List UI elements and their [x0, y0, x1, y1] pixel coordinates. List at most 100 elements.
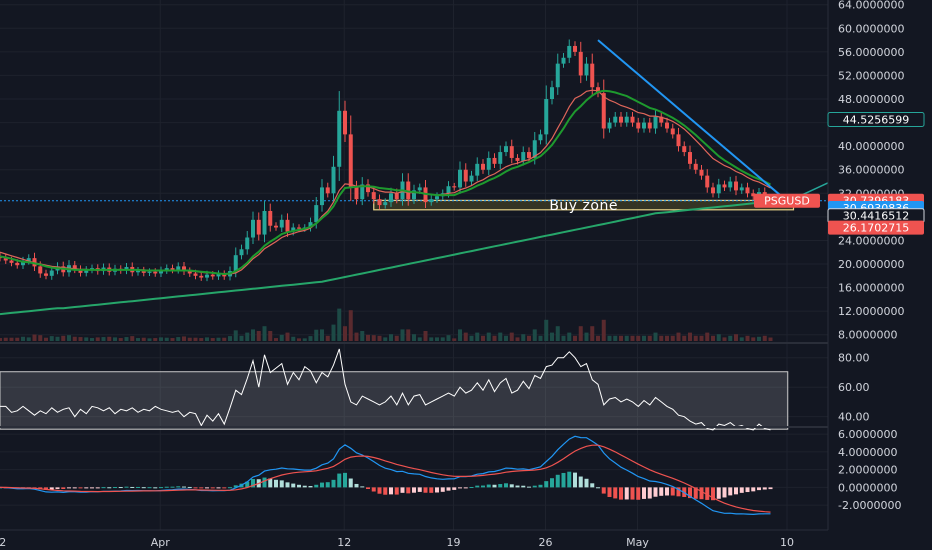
moving-average-short [0, 89, 771, 276]
candle-body [147, 271, 152, 273]
time-tick-label: 12 [337, 536, 351, 549]
histogram-bar [279, 480, 284, 488]
histogram-bar [481, 485, 485, 488]
price-tick-label: 56.0000000 [838, 46, 904, 59]
candle-body [711, 187, 715, 194]
volume-bar [521, 334, 526, 341]
price-tick-label: 60.0000000 [838, 22, 904, 35]
histogram-bar [728, 487, 733, 496]
histogram-bar [205, 487, 209, 489]
price-axis[interactable] [828, 0, 932, 530]
volume-bar [262, 326, 267, 341]
histogram-bar [136, 486, 140, 488]
volume-bar [481, 335, 485, 341]
histogram-bar [521, 485, 526, 488]
volume-bar [170, 338, 175, 341]
price-tag-label: 26.1702715 [843, 222, 909, 235]
candle-body [354, 187, 359, 200]
histogram-bar [492, 484, 497, 488]
candle-body [739, 187, 744, 191]
volume-bar [630, 335, 635, 341]
candle-body [601, 93, 606, 129]
candle-body [15, 262, 20, 266]
candle-body [590, 63, 595, 88]
volume-bar [573, 335, 577, 341]
histogram-bar [590, 483, 595, 488]
volume-bar [337, 308, 342, 341]
histogram-bar [193, 487, 198, 489]
histogram-bar [567, 471, 572, 488]
histogram-bar [268, 478, 273, 488]
candle-body [360, 184, 365, 200]
candle-body [170, 268, 175, 270]
candle-body [193, 273, 198, 276]
volume-bar [486, 332, 491, 341]
histogram-bar [216, 487, 221, 489]
candle-body [555, 63, 560, 88]
volume-bar [647, 335, 652, 341]
candle-body [251, 219, 255, 238]
histogram-bar [107, 487, 112, 489]
candle-body [653, 116, 658, 129]
volume-bar [670, 335, 675, 341]
price-tick-label: 16.0000000 [838, 282, 904, 295]
histogram-bar [302, 485, 307, 488]
histogram-bar [412, 487, 416, 493]
histogram-bar [95, 487, 100, 489]
candle-body [561, 57, 566, 64]
candle-body [291, 227, 296, 232]
candle-body [412, 190, 416, 200]
histogram-bar [463, 487, 468, 489]
histogram-bar [113, 487, 117, 489]
candle-body [722, 184, 727, 188]
candle-body [509, 146, 514, 158]
candle-body [394, 193, 399, 200]
histogram-bar [153, 487, 158, 489]
candle-body [279, 219, 284, 228]
candle-body [256, 219, 261, 235]
candle-body [308, 222, 313, 228]
volume-bar [113, 337, 117, 341]
histogram-bar [665, 487, 669, 496]
candle-body [84, 269, 89, 273]
candle-body [446, 186, 451, 194]
time-tick-label: May [626, 536, 649, 549]
candle-body [515, 157, 520, 161]
histogram-bar [72, 487, 77, 489]
histogram-bar [435, 487, 439, 493]
candle-body [670, 128, 675, 135]
volume-bar [314, 329, 319, 341]
histogram-bar [578, 476, 583, 488]
volume-bar [320, 329, 324, 341]
histogram-bar [768, 487, 773, 490]
histogram-bar [550, 478, 554, 488]
candle-body [262, 210, 267, 235]
candle-body [492, 157, 497, 164]
histogram-bar [360, 486, 365, 488]
candle-body [164, 268, 169, 271]
histogram-bar [486, 484, 491, 488]
time-axis[interactable] [0, 530, 828, 550]
histogram-bar [176, 486, 181, 488]
histogram-bar [561, 472, 566, 488]
candle-body [72, 265, 77, 270]
histogram-bar [164, 486, 169, 488]
candle-body [320, 187, 324, 206]
candle-body [607, 122, 612, 129]
volume-bar [366, 334, 370, 341]
price-tag-label: PSGUSD [764, 195, 810, 208]
candle-body [216, 274, 221, 277]
histogram-bar [676, 487, 681, 497]
histogram-bar [670, 487, 675, 496]
volume-bar [584, 332, 589, 341]
trendline[interactable] [597, 39, 789, 203]
candle-body [366, 184, 370, 193]
volume-bar [705, 332, 710, 341]
volume-bar [682, 335, 687, 341]
signal-line [0, 444, 771, 513]
volume-bar [147, 338, 152, 341]
volume-bar [739, 337, 744, 341]
histogram-bar [118, 487, 123, 489]
volume-bar [389, 334, 393, 341]
